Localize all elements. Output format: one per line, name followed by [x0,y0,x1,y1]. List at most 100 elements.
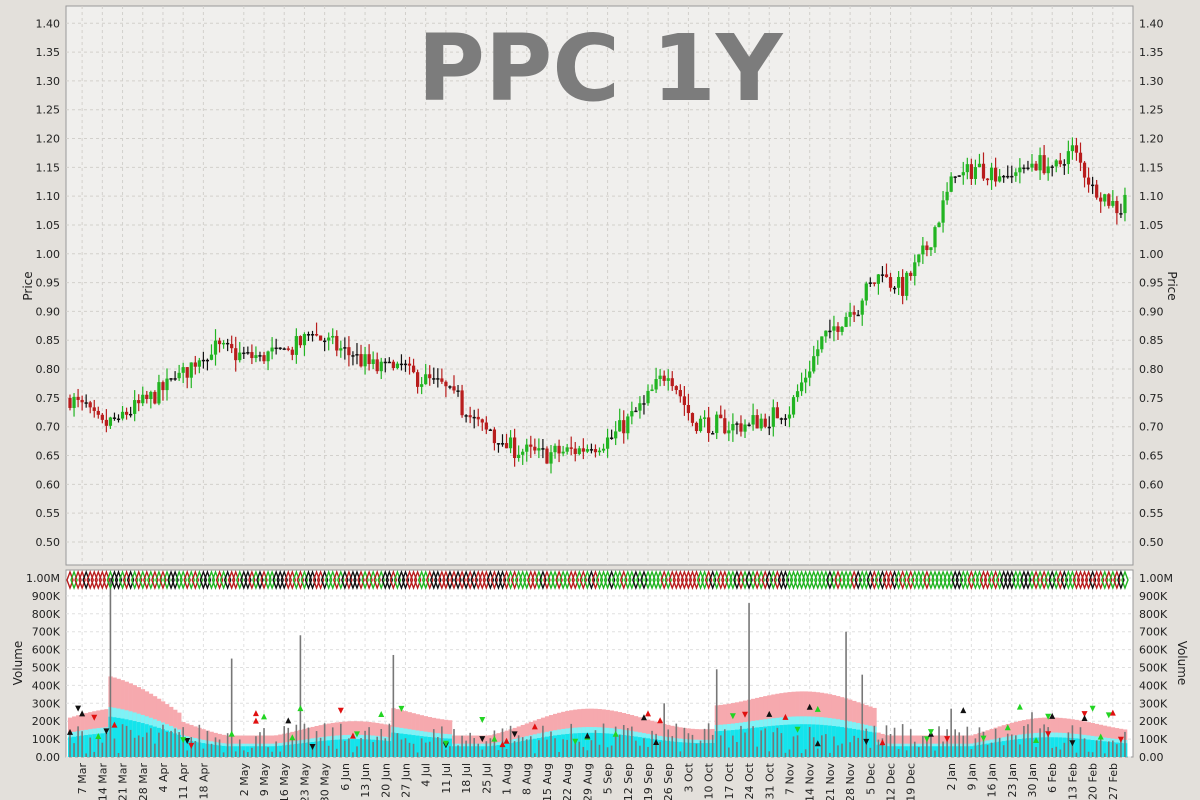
volume-bar [1120,739,1122,757]
candle-body [508,437,513,449]
volume-bar [885,725,888,757]
volume-signal-marker [349,732,356,739]
candle-body [1058,160,1062,165]
candle-body [585,449,589,452]
candle-body [351,355,355,357]
volume-signal-marker [584,732,591,739]
volume-signal-marker [1105,712,1112,719]
volume-bar [372,742,374,757]
volume-bar [477,743,480,757]
volume-bar [364,730,366,757]
volume-bar [1087,751,1090,757]
candle-body [1062,164,1066,166]
volume-signal-marker [980,735,987,742]
volume-bar [1075,752,1078,757]
price-tick-label: 1.15 [1139,161,1164,174]
volume-bar [1043,724,1045,757]
candle-body [468,415,472,418]
candle-body [969,164,973,179]
candle-body [181,367,185,373]
volume-tick-label: 600K [32,644,61,657]
candle-body [824,330,828,337]
volume-bar [550,731,552,757]
candle-body [605,437,610,449]
volume-bar [695,743,698,757]
price-axis-label-left: Price [21,271,35,300]
price-tick-label: 0.90 [36,305,61,318]
volume-bar [214,737,217,757]
candle-body [274,347,278,350]
volume-bar [918,747,920,757]
candle-body [496,443,501,445]
candle-body [395,363,400,369]
volume-bar [934,750,936,757]
volume-signal-marker [67,728,73,735]
candle-body [998,176,1002,182]
candle-body [561,451,565,454]
volume-signal-marker [1081,711,1088,718]
candle-body [1034,163,1038,171]
candle-body [464,415,468,417]
volume-band-inner [152,726,158,757]
candle-body [642,403,646,405]
volume-bar [594,730,597,757]
candle-body [399,363,404,366]
candle-body [173,378,177,380]
volume-bar [974,738,977,757]
price-tick-label: 0.80 [1139,363,1164,376]
candle-body [686,405,691,414]
candle-body [589,449,594,451]
volume-bar [453,729,455,757]
volume-bar [719,735,722,757]
candle-body [278,347,282,350]
candle-body [872,282,876,284]
candle-body [787,414,792,419]
volume-bar [578,741,581,757]
candle-body [286,348,290,350]
candle-body [622,420,626,434]
candle-body [145,394,149,400]
volume-signal-marker [442,740,449,747]
candle-body [517,454,521,459]
volume-bar [465,740,467,757]
candle-body [1078,152,1083,163]
volume-band-inner [245,746,251,757]
volume-signal-marker [1097,733,1104,740]
candle-body [1095,184,1099,198]
candle-body [424,374,428,385]
candle-body [355,354,359,356]
volume-bar [81,731,83,757]
candle-body [1046,166,1050,174]
volume-bar [873,725,876,757]
x-tick-label: 16 May [278,763,291,800]
candle-body [690,413,695,423]
candle-body [565,447,569,452]
volume-signal-marker [228,730,235,737]
candle-body [230,343,234,349]
candle-body [238,352,242,361]
volume-bar [392,654,395,757]
candle-body [957,175,961,177]
candle-body [108,417,113,426]
candle-body [452,386,456,391]
volume-bar [825,734,827,757]
volume-signal-marker [612,730,619,737]
candle-body [739,423,743,432]
volume-bar [400,739,403,757]
x-tick-label: 9 May [258,763,271,797]
volume-signal-marker [479,716,486,723]
volume-bar [93,751,96,757]
volume-bar [384,738,387,757]
volume-tick-label: 400K [1139,679,1168,692]
candle-body [949,176,953,192]
candle-body [363,354,367,367]
volume-bar [489,738,492,757]
volume-band-inner [185,740,190,757]
candle-body [1066,151,1070,165]
volume-bar [380,728,383,757]
volume-bar [1055,746,1058,757]
volume-band-inner [278,745,283,757]
candle-body [694,422,699,432]
candle-body [88,402,92,408]
candle-body [727,430,731,434]
